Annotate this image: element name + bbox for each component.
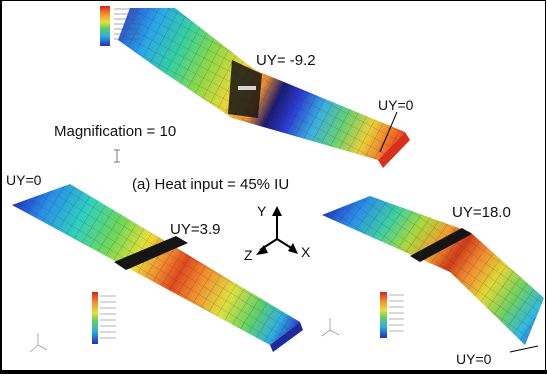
right-mini-triad [321,318,340,337]
top-plate-model [100,6,410,168]
right-plate-model [321,196,544,353]
left-weld-band [114,236,188,270]
left-center-uy-label: UY=3.9 [170,221,221,238]
top-uy-label: UY= -9.2 [256,52,316,69]
right-uy-label: UY=18.0 [452,204,511,221]
top-weld-tag [238,86,256,90]
figure-left-border [0,0,2,374]
axis-y-label: Y [257,203,267,219]
axis-x-label: X [301,244,311,260]
axis-z-label: Z [244,247,253,263]
right-uy0-leader [509,345,539,353]
left-mini-triad [29,333,48,353]
left-plate-model [12,184,303,353]
magnification-marker [114,149,120,163]
bottom-right-uy-label: UY=0 [456,351,492,367]
top-uy0-leader [379,111,398,153]
right-weld-band [410,228,472,262]
caption-label: (a) Heat input = 45% IU [132,176,290,193]
magnification-label: Magnification = 10 [54,123,177,140]
top-contour-legend [100,6,140,46]
right-contour-legend [380,292,404,338]
top-plate-edge [378,132,410,168]
left-uy-label: UY=0 [6,172,42,188]
left-contour-legend [92,292,116,344]
figure-bottom-border [0,370,547,374]
top-right-uy-label: UY=0 [378,97,414,113]
axis-triad [256,206,298,255]
